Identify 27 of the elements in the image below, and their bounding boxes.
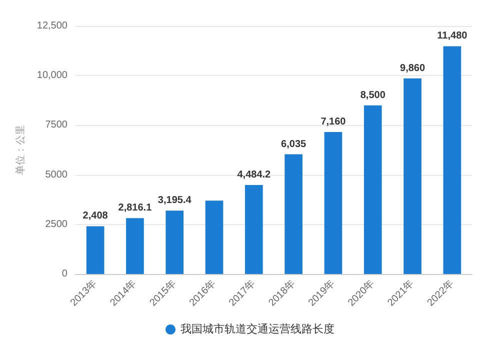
data-label: 2,816.1	[118, 202, 152, 214]
y-tick-label: 10,000	[36, 70, 68, 82]
y-tick-label: 2500	[45, 218, 68, 230]
y-tick-label: 12,500	[36, 20, 68, 32]
data-label: 9,860	[400, 62, 426, 74]
y-tick-label: 0	[62, 268, 68, 280]
data-label: 4,484.2	[237, 170, 272, 181]
y-tick-label: 7500	[45, 120, 68, 131]
data-label: 7,160	[320, 116, 346, 128]
y-axis-title: 单位：公里	[14, 125, 26, 175]
data-label: 11,480	[437, 30, 468, 42]
legend-label: 我国城市轨道交通运营线路长度	[180, 322, 334, 336]
data-label: 6,035	[281, 138, 307, 150]
bar	[205, 200, 224, 274]
bar	[443, 46, 462, 274]
bar	[284, 154, 302, 274]
bar	[86, 226, 104, 274]
bar	[364, 105, 382, 274]
bar	[166, 210, 184, 274]
bar	[244, 185, 263, 274]
bar	[404, 78, 422, 274]
y-tick-label: 5000	[45, 169, 68, 180]
data-label: 8,500	[360, 90, 386, 101]
bar	[324, 132, 342, 274]
bar	[126, 218, 144, 274]
data-label: 2,408	[82, 210, 108, 222]
data-label: 3,195.4	[158, 195, 192, 206]
